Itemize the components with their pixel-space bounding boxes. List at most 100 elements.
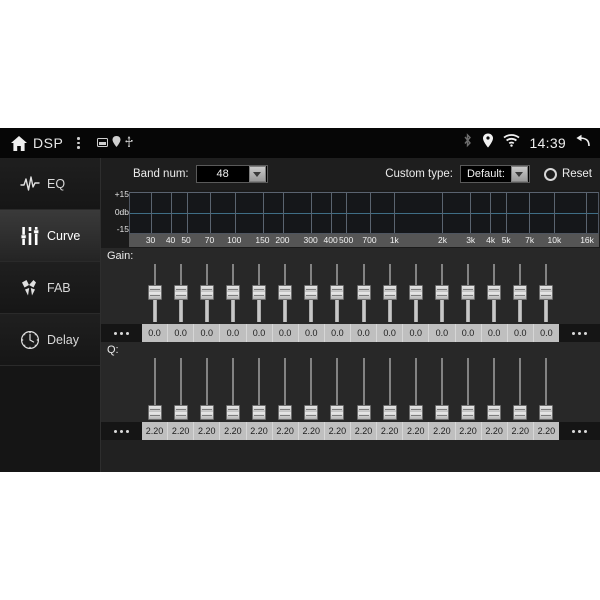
q-value-cell[interactable]: 2.20: [456, 422, 482, 440]
q-value-cell[interactable]: 2.20: [377, 422, 404, 440]
gain-value-cell[interactable]: 0.0: [540, 328, 553, 338]
q-slider-track[interactable]: [232, 358, 235, 420]
q-value-cell[interactable]: 2.20: [537, 426, 556, 436]
gain-slider-thumb[interactable]: [356, 285, 371, 300]
gain-slider[interactable]: [356, 262, 372, 324]
q-slider[interactable]: [329, 356, 345, 422]
q-slider-track[interactable]: [492, 358, 495, 420]
q-slider[interactable]: [538, 356, 554, 422]
radio-circle-icon[interactable]: [543, 167, 557, 181]
q-slider[interactable]: [147, 356, 163, 422]
q-slider[interactable]: [512, 356, 528, 422]
gain-slider[interactable]: [251, 262, 267, 324]
gain-value-cell[interactable]: 0.0: [168, 324, 195, 342]
gain-value-cell[interactable]: 0.0: [299, 324, 325, 342]
q-value-cell[interactable]: 2.20: [325, 422, 351, 440]
q-slider-track[interactable]: [258, 358, 261, 420]
q-slider-track[interactable]: [388, 358, 391, 420]
q-slider-thumb[interactable]: [226, 405, 241, 421]
gain-value-cell[interactable]: 0.0: [194, 324, 221, 342]
gain-slider[interactable]: [303, 262, 319, 324]
gain-slider[interactable]: [434, 262, 450, 324]
q-slider-track[interactable]: [518, 358, 521, 420]
gain-slider-thumb[interactable]: [434, 285, 449, 300]
gain-slider-thumb[interactable]: [382, 285, 397, 300]
q-slider-thumb[interactable]: [330, 405, 345, 421]
eq-curve-chart[interactable]: +15 0db -15 30 40 50 70 100 150 200 300 400 500 70…: [101, 189, 600, 248]
q-slider-thumb[interactable]: [486, 405, 501, 421]
chart-plot-area[interactable]: [129, 192, 599, 234]
gain-slider[interactable]: [538, 262, 554, 324]
gain-slider-thumb[interactable]: [148, 285, 163, 300]
q-slider-thumb[interactable]: [434, 405, 449, 421]
gain-slider[interactable]: [382, 262, 398, 324]
q-slider[interactable]: [434, 356, 450, 422]
q-slider-track[interactable]: [466, 358, 469, 420]
gain-value-cell[interactable]: 0.0: [325, 324, 351, 342]
q-slider[interactable]: [251, 356, 267, 422]
q-value-cell[interactable]: 2.20: [247, 422, 273, 440]
gain-slider-thumb[interactable]: [330, 285, 345, 300]
gain-slider-thumb[interactable]: [304, 285, 319, 300]
q-slider-thumb[interactable]: [356, 405, 371, 421]
q-slider-area[interactable]: [101, 356, 600, 422]
q-value-cell[interactable]: 2.20: [429, 422, 456, 440]
q-slider-thumb[interactable]: [174, 405, 189, 421]
gain-slider[interactable]: [173, 262, 189, 324]
q-slider-thumb[interactable]: [382, 405, 397, 421]
band-num-dropdown[interactable]: 48: [195, 165, 268, 183]
q-value-cell[interactable]: 2.20: [508, 422, 534, 440]
gain-slider-area[interactable]: [101, 262, 600, 324]
q-slider-track[interactable]: [206, 358, 209, 420]
q-slider-track[interactable]: [310, 358, 313, 420]
more-dots-icon[interactable]: [559, 324, 600, 342]
gain-value-cell[interactable]: 0.0: [273, 324, 299, 342]
q-slider-track[interactable]: [414, 358, 417, 420]
gain-value-cell[interactable]: 0.0: [377, 324, 404, 342]
gain-slider-thumb[interactable]: [278, 285, 293, 300]
q-slider[interactable]: [356, 356, 372, 422]
gain-slider-thumb[interactable]: [226, 285, 241, 300]
gain-slider-thumb[interactable]: [512, 285, 527, 300]
q-slider-thumb[interactable]: [538, 405, 553, 421]
gain-value-cell[interactable]: 0.0: [351, 324, 378, 342]
kebab-menu-icon[interactable]: [72, 134, 84, 152]
gain-slider[interactable]: [225, 262, 241, 324]
q-value-cell[interactable]: 2.20: [220, 422, 247, 440]
q-slider[interactable]: [277, 356, 293, 422]
q-value-cell[interactable]: 2.20: [273, 422, 299, 440]
gain-slider[interactable]: [408, 262, 424, 324]
q-slider-thumb[interactable]: [278, 405, 293, 421]
gain-values[interactable]: 0.0 0.0 0.0 0.0 0.0 0.0 0.0 0.0 0.0 0.0 0.0 0.0 0.0 0…: [142, 324, 559, 342]
gain-value-cell[interactable]: 0.0: [403, 324, 430, 342]
q-slider[interactable]: [382, 356, 398, 422]
gain-slider-thumb[interactable]: [252, 285, 267, 300]
q-value-cell[interactable]: 2.20: [168, 422, 195, 440]
gain-value-cell[interactable]: 0.0: [247, 324, 273, 342]
gain-slider[interactable]: [199, 262, 215, 324]
q-value-cell[interactable]: 2.20: [194, 422, 221, 440]
gain-slider-thumb[interactable]: [538, 285, 553, 300]
chevron-down-icon[interactable]: [248, 166, 266, 182]
gain-value-cell[interactable]: 0.0: [142, 324, 169, 342]
q-slider[interactable]: [199, 356, 215, 422]
q-slider[interactable]: [486, 356, 502, 422]
gain-slider-thumb[interactable]: [200, 285, 215, 300]
gain-slider[interactable]: [512, 262, 528, 324]
back-arrow-icon[interactable]: [575, 134, 590, 152]
q-slider-track[interactable]: [336, 358, 339, 420]
q-slider-track[interactable]: [180, 358, 183, 420]
custom-type-dropdown[interactable]: Default:: [459, 165, 530, 183]
gain-value-cell[interactable]: 0.0: [429, 324, 456, 342]
sidebar-item-fab[interactable]: FAB: [0, 262, 100, 314]
q-slider[interactable]: [225, 356, 241, 422]
more-dots-icon[interactable]: [559, 422, 600, 440]
q-slider-thumb[interactable]: [304, 405, 319, 421]
q-slider-track[interactable]: [440, 358, 443, 420]
q-value-cell[interactable]: 2.20: [142, 422, 169, 440]
q-slider[interactable]: [408, 356, 424, 422]
q-slider-track[interactable]: [154, 358, 157, 420]
q-slider-track[interactable]: [284, 358, 287, 420]
reset-button[interactable]: Reset: [543, 167, 592, 181]
chevron-down-icon[interactable]: [510, 166, 528, 182]
